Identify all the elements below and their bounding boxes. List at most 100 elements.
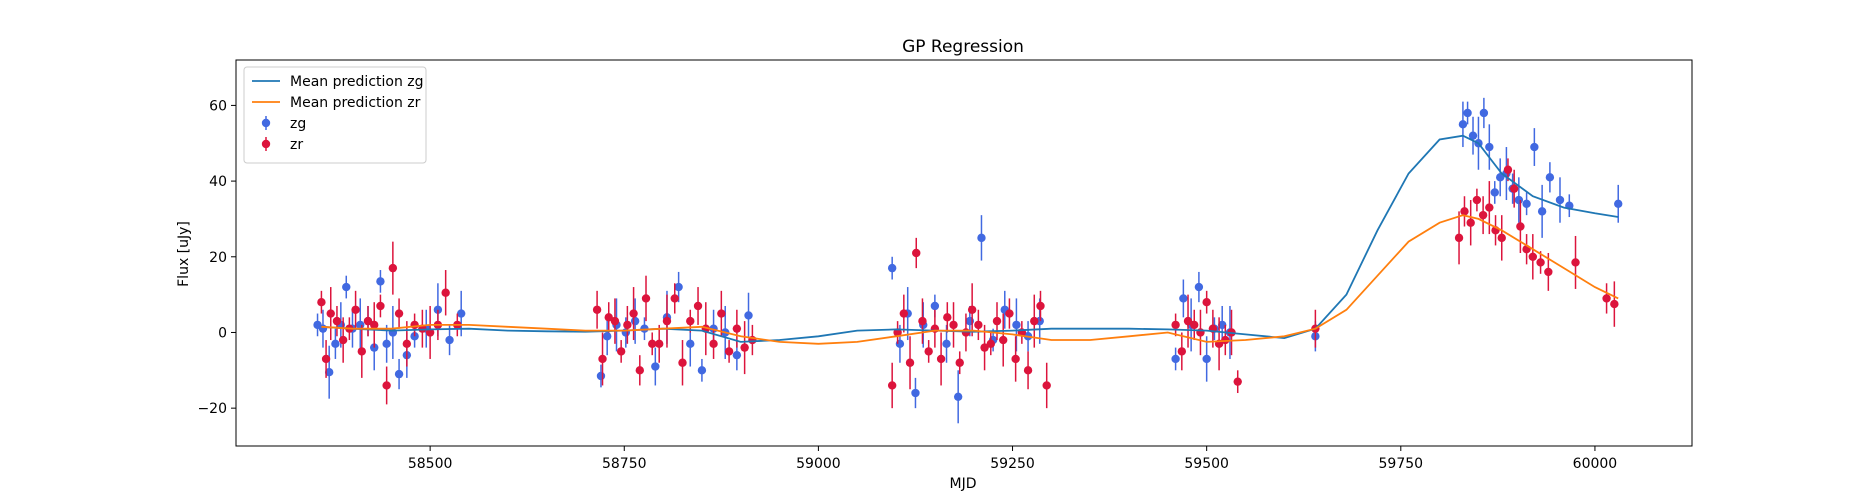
data-point xyxy=(1479,108,1489,118)
plot-area xyxy=(313,97,1623,424)
data-point xyxy=(1522,199,1531,209)
data-point xyxy=(1544,267,1553,277)
data-point xyxy=(1545,173,1555,182)
data-point xyxy=(324,368,334,377)
data-point xyxy=(905,358,915,367)
data-point xyxy=(955,358,964,367)
data-point xyxy=(370,320,379,330)
x-tick-label: 59500 xyxy=(1184,456,1229,472)
data-point xyxy=(686,339,695,349)
data-point xyxy=(445,335,454,345)
y-tick-label: 60 xyxy=(209,98,227,114)
data-point xyxy=(630,316,640,326)
x-tick-label: 59750 xyxy=(1379,456,1424,472)
data-point xyxy=(592,305,602,314)
data-point xyxy=(1183,316,1193,326)
data-point xyxy=(717,309,726,318)
data-point xyxy=(410,320,419,330)
data-point xyxy=(635,366,644,375)
chart-title: GP Regression xyxy=(902,37,1024,57)
plot-frame xyxy=(235,59,1693,447)
legend-label: zr xyxy=(290,137,303,153)
data-point xyxy=(1458,120,1468,129)
data-point xyxy=(953,392,963,402)
data-point xyxy=(332,316,342,326)
data-point xyxy=(1023,366,1033,375)
data-point xyxy=(394,369,404,379)
data-point xyxy=(425,328,435,337)
data-point xyxy=(1490,188,1499,197)
data-point xyxy=(602,332,612,341)
data-point xyxy=(1516,222,1525,231)
data-point xyxy=(376,277,385,286)
data-point xyxy=(674,282,683,292)
data-point xyxy=(961,328,971,337)
data-point xyxy=(402,339,412,349)
data-point xyxy=(640,324,649,333)
y-tick-label: 20 xyxy=(209,250,227,266)
data-point xyxy=(999,335,1008,345)
series-line xyxy=(321,214,1619,345)
data-point xyxy=(317,297,326,307)
data-point xyxy=(338,335,348,345)
data-point xyxy=(887,263,897,273)
y-tick-label: 40 xyxy=(209,174,227,190)
data-point xyxy=(648,339,657,349)
legend-point-marker xyxy=(261,118,271,128)
data-point xyxy=(1177,347,1187,356)
data-point xyxy=(321,354,331,364)
data-point xyxy=(1202,297,1211,307)
x-axis: 58500 58750 59000 59250 59500 59750 60000 xyxy=(408,446,1617,472)
data-point xyxy=(1555,195,1565,205)
legend: Mean prediction zg Mean prediction zr zg zr xyxy=(243,66,427,164)
data-point xyxy=(629,309,638,318)
data-point xyxy=(456,309,466,318)
series-line xyxy=(321,134,1619,343)
data-point xyxy=(974,320,983,330)
data-point xyxy=(382,381,391,390)
data-point xyxy=(1036,301,1045,311)
data-point xyxy=(342,282,351,292)
data-point xyxy=(942,339,951,349)
data-point xyxy=(709,339,718,349)
data-point xyxy=(678,358,687,367)
data-point xyxy=(651,362,660,371)
data-point xyxy=(1468,131,1478,140)
data-point xyxy=(1179,294,1188,303)
data-point xyxy=(441,288,450,297)
data-point xyxy=(1454,233,1464,243)
data-point xyxy=(1042,381,1051,390)
data-point xyxy=(388,263,398,273)
data-point xyxy=(1514,195,1524,205)
data-point xyxy=(1530,142,1539,152)
data-point xyxy=(686,316,695,326)
data-point xyxy=(382,339,391,349)
data-point xyxy=(662,316,672,326)
data-point xyxy=(616,347,626,356)
data-point xyxy=(604,313,613,322)
data-point xyxy=(1536,258,1545,267)
data-point xyxy=(641,294,651,303)
y-axis-label: Flux [uJy] xyxy=(176,221,192,287)
data-point xyxy=(1614,199,1623,209)
data-point xyxy=(363,316,373,326)
data-point xyxy=(331,339,340,349)
data-point xyxy=(1485,203,1494,212)
x-axis-label: MJD xyxy=(950,476,977,492)
data-point xyxy=(1171,354,1180,364)
data-point xyxy=(1005,309,1014,318)
data-point xyxy=(1528,252,1538,261)
data-point xyxy=(1030,316,1039,326)
data-point xyxy=(655,339,664,349)
data-point xyxy=(744,311,753,320)
data-point xyxy=(1190,320,1199,330)
data-point xyxy=(1602,294,1611,303)
data-point xyxy=(918,316,927,326)
data-point xyxy=(1497,233,1506,243)
data-point xyxy=(1610,299,1619,309)
data-point xyxy=(1171,320,1180,330)
data-point xyxy=(623,320,632,330)
data-point xyxy=(930,301,940,311)
data-point xyxy=(1012,320,1021,330)
